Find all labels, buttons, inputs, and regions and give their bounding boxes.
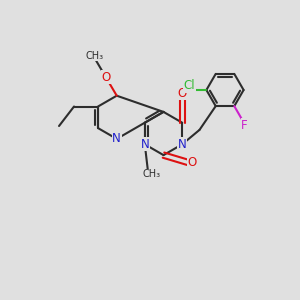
Text: Cl: Cl <box>184 79 195 92</box>
Text: CH₃: CH₃ <box>142 169 160 179</box>
Text: N: N <box>112 132 121 146</box>
Text: CH₃: CH₃ <box>85 51 103 61</box>
Text: F: F <box>241 119 248 132</box>
Text: O: O <box>101 70 110 84</box>
Text: N: N <box>140 138 149 151</box>
Text: N: N <box>178 138 187 151</box>
Text: O: O <box>178 87 187 100</box>
Text: O: O <box>187 156 196 169</box>
